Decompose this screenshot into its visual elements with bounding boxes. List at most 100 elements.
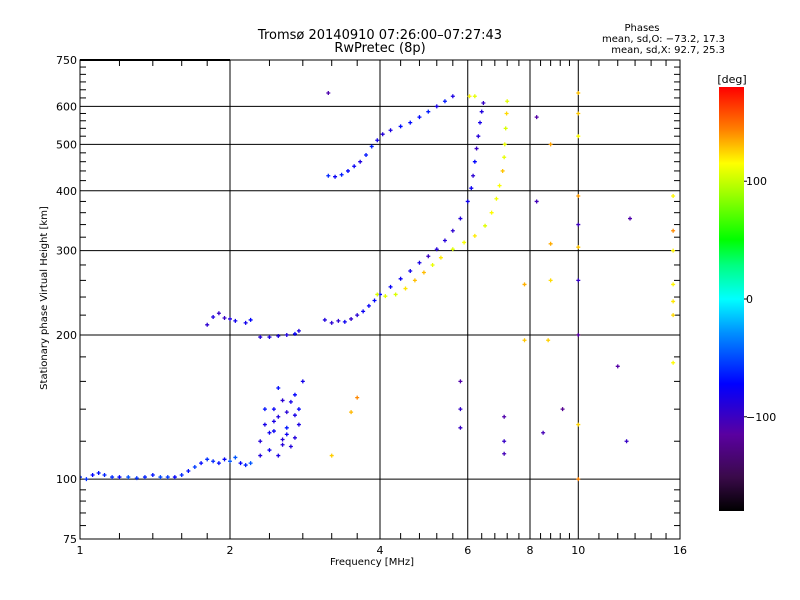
- series-x-mode-trace: [375, 94, 510, 299]
- data-point: [349, 316, 354, 321]
- series-es-low-scatter-cloud: [258, 379, 305, 458]
- data-point: [417, 115, 422, 120]
- series-e-layer-trace: [80, 455, 253, 482]
- data-point: [472, 159, 477, 164]
- data-point: [361, 309, 366, 314]
- plot-frame: [79, 59, 681, 540]
- data-point: [497, 183, 502, 188]
- data-point: [326, 90, 331, 95]
- x-tick-label: 16: [673, 544, 687, 557]
- data-point: [366, 303, 371, 308]
- minor-ticks: [80, 60, 680, 539]
- data-point: [84, 477, 89, 482]
- data-point: [671, 282, 676, 287]
- data-point: [398, 276, 403, 281]
- data-point: [342, 319, 347, 324]
- data-point: [276, 385, 281, 390]
- y-tick-labels: 75 100 200 300 400 500 600 750: [56, 54, 77, 546]
- data-point: [216, 311, 221, 316]
- data-point: [243, 463, 248, 468]
- data-point: [383, 294, 388, 299]
- data-point: [671, 313, 676, 318]
- data-point: [450, 228, 455, 233]
- data-point: [478, 120, 483, 125]
- colorbar-tick-label: −100: [746, 411, 776, 424]
- data-point: [222, 457, 227, 462]
- data-point: [541, 430, 546, 435]
- data-point: [336, 318, 341, 323]
- data-point: [150, 473, 155, 478]
- data-point: [671, 299, 676, 304]
- data-point: [483, 223, 488, 228]
- data-point: [267, 448, 272, 453]
- data-point: [349, 410, 354, 415]
- colorbar-ticks: 100 0 −100: [744, 175, 776, 424]
- data-point: [502, 142, 507, 147]
- data-point: [96, 471, 101, 476]
- data-point: [258, 453, 263, 458]
- data-point: [458, 379, 463, 384]
- data-point: [393, 292, 398, 297]
- data-point: [458, 216, 463, 221]
- data-point: [576, 332, 581, 337]
- data-point: [329, 320, 334, 325]
- data-point: [238, 461, 243, 466]
- data-point: [576, 194, 581, 199]
- data-point: [276, 414, 281, 419]
- data-point: [548, 278, 553, 283]
- series-scattered-echoes: [329, 90, 676, 482]
- data-point: [110, 475, 115, 480]
- legend-line-o: mean, sd,O: −73.2, 17.3: [602, 34, 725, 45]
- data-point: [216, 461, 221, 466]
- chart-title: Tromsø 20140910 07:26:00–07:27:43: [257, 28, 502, 43]
- data-point: [243, 320, 248, 325]
- y-axis-label: Stationary phase Virtual Height [km]: [39, 206, 50, 390]
- data-point: [546, 338, 551, 343]
- data-point: [494, 196, 499, 201]
- data-point: [142, 475, 147, 480]
- data-point: [576, 477, 581, 482]
- data-point: [502, 451, 507, 456]
- data-point: [222, 315, 227, 320]
- data-point: [548, 241, 553, 246]
- data-point: [117, 475, 122, 480]
- data-point: [248, 317, 253, 322]
- data-point: [671, 248, 676, 253]
- data-point: [671, 228, 676, 233]
- data-point: [80, 475, 82, 480]
- data-point: [502, 439, 507, 444]
- x-axis-label: Frequency [MHz]: [330, 557, 414, 568]
- data-point: [296, 422, 301, 427]
- x-tick-label: 6: [464, 544, 471, 557]
- data-point: [262, 407, 267, 412]
- data-point: [417, 260, 422, 265]
- data-point: [476, 134, 481, 139]
- data-point: [534, 115, 539, 120]
- data-point: [165, 475, 170, 480]
- data-point: [388, 284, 393, 289]
- data-point: [426, 109, 431, 114]
- data-point: [228, 459, 232, 464]
- data-point: [408, 268, 413, 273]
- y-tick-label: 200: [56, 329, 77, 342]
- data-point: [258, 335, 263, 340]
- data-point: [158, 475, 163, 480]
- data-point: [474, 146, 479, 151]
- data-point: [426, 254, 431, 259]
- data-point: [134, 476, 139, 481]
- data-point: [333, 174, 338, 179]
- data-point: [284, 432, 289, 437]
- data-point: [502, 414, 507, 419]
- data-point: [465, 199, 470, 204]
- colorbar: [719, 87, 744, 511]
- data-point: [211, 315, 216, 320]
- data-point: [233, 455, 238, 460]
- data-point: [192, 465, 197, 470]
- colorbar-tick-label: 100: [746, 175, 767, 188]
- data-point: [284, 332, 289, 337]
- data-point: [576, 90, 581, 95]
- data-point: [502, 155, 507, 160]
- y-tick-label: 400: [56, 185, 77, 198]
- data-point: [102, 473, 107, 478]
- data-point: [284, 425, 289, 430]
